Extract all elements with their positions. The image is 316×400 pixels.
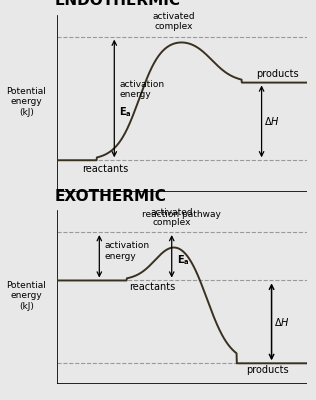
Text: products: products [257,69,299,79]
Text: products: products [246,365,289,375]
Text: activation
energy: activation energy [119,80,164,99]
Text: reaction pathway: reaction pathway [142,210,221,219]
Text: $\mathbf{E_a}$: $\mathbf{E_a}$ [119,106,132,120]
Text: activation
energy: activation energy [104,242,149,261]
Text: $\mathbf{E_a}$: $\mathbf{E_a}$ [177,253,190,267]
Text: Potential
energy
(kJ): Potential energy (kJ) [6,281,46,311]
Text: reactants: reactants [129,282,175,292]
Text: EXOTHERMIC: EXOTHERMIC [54,190,166,204]
Text: Potential
energy
(kJ): Potential energy (kJ) [6,87,46,117]
Text: $\Delta H$: $\Delta H$ [264,116,280,128]
Text: activated
complex: activated complex [150,208,193,227]
Text: reactants: reactants [82,164,128,174]
Text: ENDOTHERMIC: ENDOTHERMIC [54,0,180,8]
Text: activated
complex: activated complex [153,12,196,32]
Text: $\Delta H$: $\Delta H$ [274,316,290,328]
